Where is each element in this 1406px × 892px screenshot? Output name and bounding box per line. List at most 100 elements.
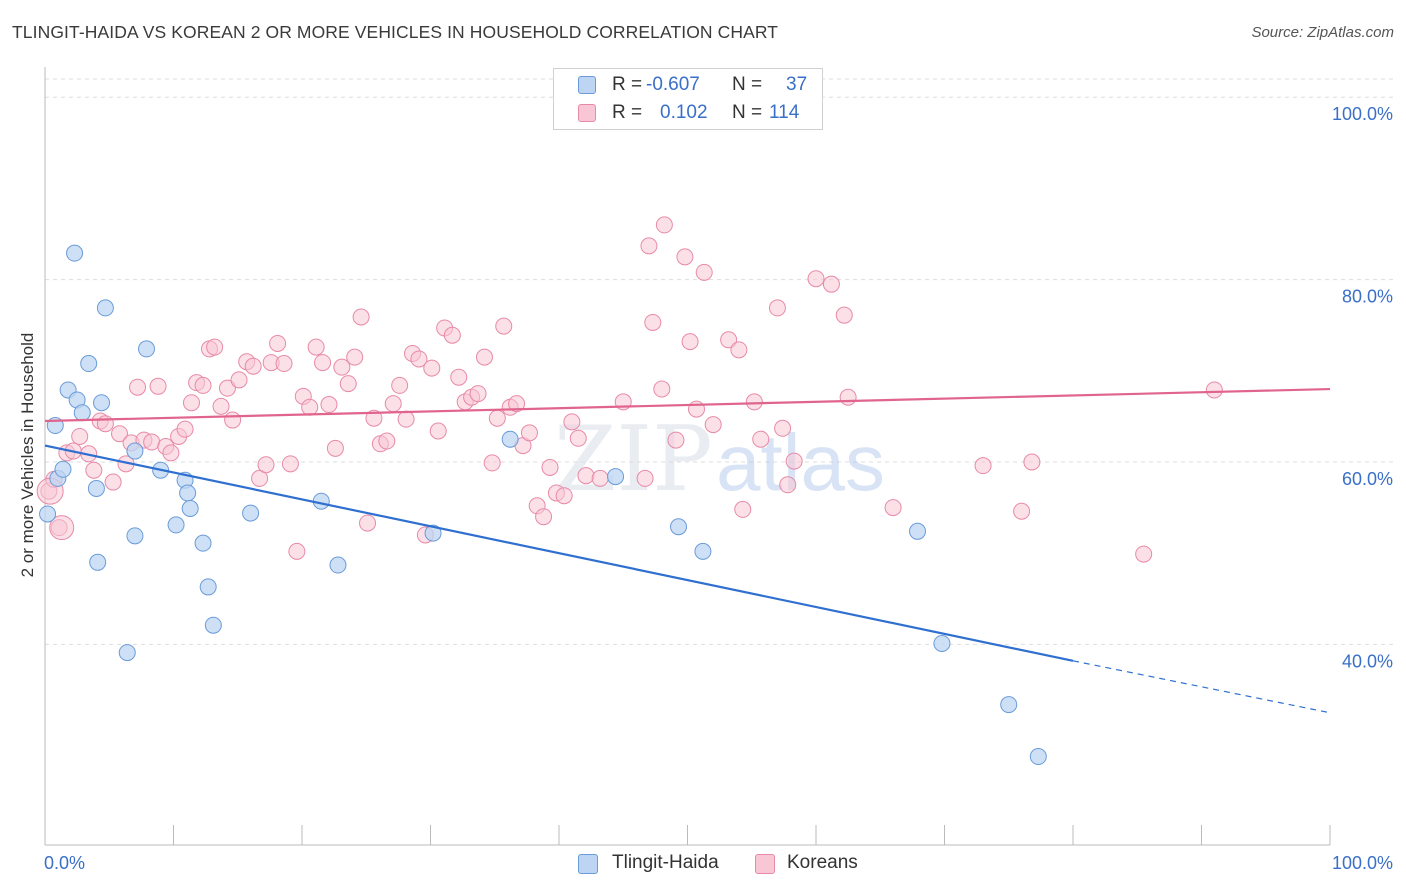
korean-point xyxy=(360,515,376,531)
korean-point xyxy=(451,369,467,385)
y-tick-label: 60.0% xyxy=(1342,469,1393,489)
tlingit-haida-point xyxy=(180,485,196,501)
korean-point xyxy=(885,500,901,516)
y-tick-label: 100.0% xyxy=(1332,104,1393,124)
korean-point xyxy=(302,399,318,415)
korean-point xyxy=(97,416,113,432)
korean-point xyxy=(213,398,229,414)
tlingit-haida-point xyxy=(90,554,106,570)
legend-n-label: N = xyxy=(732,74,762,96)
korean-point xyxy=(163,445,179,461)
y-axis-title: 2 or more Vehicles in Household xyxy=(18,333,37,578)
korean-point xyxy=(688,401,704,417)
korean-point xyxy=(231,372,247,388)
korean-point xyxy=(521,425,537,441)
tlingit-haida-point xyxy=(910,523,926,539)
korean-point xyxy=(315,355,331,371)
korean-point xyxy=(86,462,102,478)
bottom-legend-label: Koreans xyxy=(787,852,858,874)
korean-point xyxy=(1206,382,1222,398)
tlingit-haida-point xyxy=(119,645,135,661)
korean-point xyxy=(347,349,363,365)
korean-point xyxy=(735,501,751,517)
korean-point xyxy=(975,458,991,474)
korean-point xyxy=(276,356,292,372)
bottom-legend-swatch-blue xyxy=(578,854,598,874)
tlingit-haida-point xyxy=(200,579,216,595)
korean-point xyxy=(840,389,856,405)
y-tick-labels: 40.0% 60.0% 80.0% 100.0% xyxy=(1332,104,1393,671)
korean-point xyxy=(1014,503,1030,519)
legend-r-value: -0.607 xyxy=(646,74,700,96)
korean-point xyxy=(808,271,824,287)
tlingit-haida-point xyxy=(127,443,143,459)
korean-point xyxy=(282,456,298,472)
tlingit-haida-point xyxy=(205,617,221,633)
korean-point xyxy=(641,238,657,254)
korean-point xyxy=(270,335,286,351)
stats-legend: R = -0.607 N = 37 R = 0.102 N = 114 xyxy=(553,68,823,130)
tlingit-haida-point xyxy=(139,341,155,357)
korean-point xyxy=(731,342,747,358)
korean-point xyxy=(353,309,369,325)
legend-n-value: 114 xyxy=(769,102,799,124)
tlingit-haida-point xyxy=(40,506,56,522)
tlingit-haida-point xyxy=(1001,697,1017,713)
tlingit-haida-point xyxy=(608,469,624,485)
korean-point xyxy=(392,377,408,393)
korean-point xyxy=(476,349,492,365)
tlingit-haida-point xyxy=(695,543,711,559)
korean-point xyxy=(484,455,500,471)
korean-point xyxy=(668,432,684,448)
tlingit-haida-point xyxy=(168,517,184,533)
korean-point xyxy=(225,412,241,428)
bottom-legend-swatch-pink xyxy=(755,854,775,874)
korean-point xyxy=(637,470,653,486)
korean-point xyxy=(245,358,261,374)
korean-point xyxy=(775,420,791,436)
legend-r-value: 0.102 xyxy=(660,102,708,124)
korean-point xyxy=(444,327,460,343)
korean-point xyxy=(542,459,558,475)
korean-point xyxy=(696,264,712,280)
korean-point xyxy=(327,440,343,456)
tlingit-haida-point xyxy=(195,535,211,551)
korean-point xyxy=(308,339,324,355)
korean-point xyxy=(645,314,661,330)
korean-point xyxy=(150,378,166,394)
korean-point xyxy=(207,339,223,355)
korean-point xyxy=(289,543,305,559)
korean-point xyxy=(430,423,446,439)
tlingit-haida-point xyxy=(934,635,950,651)
tlingit-haida-trend-extension xyxy=(1073,661,1330,713)
tlingit-haida-point xyxy=(74,405,90,421)
korean-point xyxy=(556,488,572,504)
korean-point xyxy=(769,300,785,316)
legend-row-koreans: R = 0.102 N = 114 xyxy=(554,99,822,127)
x-tick-label-max: 100.0% xyxy=(1332,853,1393,873)
tlingit-haida-point xyxy=(330,557,346,573)
korean-point xyxy=(398,411,414,427)
korean-point xyxy=(823,276,839,292)
korean-point xyxy=(258,457,274,473)
korean-point xyxy=(654,381,670,397)
korean-point xyxy=(780,477,796,493)
tlingit-haida-point xyxy=(81,356,97,372)
korean-point xyxy=(183,395,199,411)
korean-point xyxy=(705,417,721,433)
y-tick-label: 80.0% xyxy=(1342,287,1393,307)
x-tick-label-min: 0.0% xyxy=(44,853,85,873)
korean-point xyxy=(564,414,580,430)
y-tick-label: 40.0% xyxy=(1342,651,1393,671)
tlingit-haida-point xyxy=(127,528,143,544)
legend-swatch-blue xyxy=(578,76,596,94)
korean-point xyxy=(424,360,440,376)
tlingit-haida-point xyxy=(67,245,83,261)
korean-point xyxy=(130,379,146,395)
korean-point xyxy=(592,470,608,486)
korean-point xyxy=(385,396,401,412)
tlingit-haida-point xyxy=(97,300,113,316)
tlingit-haida-point xyxy=(88,480,104,496)
korean-point xyxy=(340,376,356,392)
korean-point xyxy=(536,509,552,525)
